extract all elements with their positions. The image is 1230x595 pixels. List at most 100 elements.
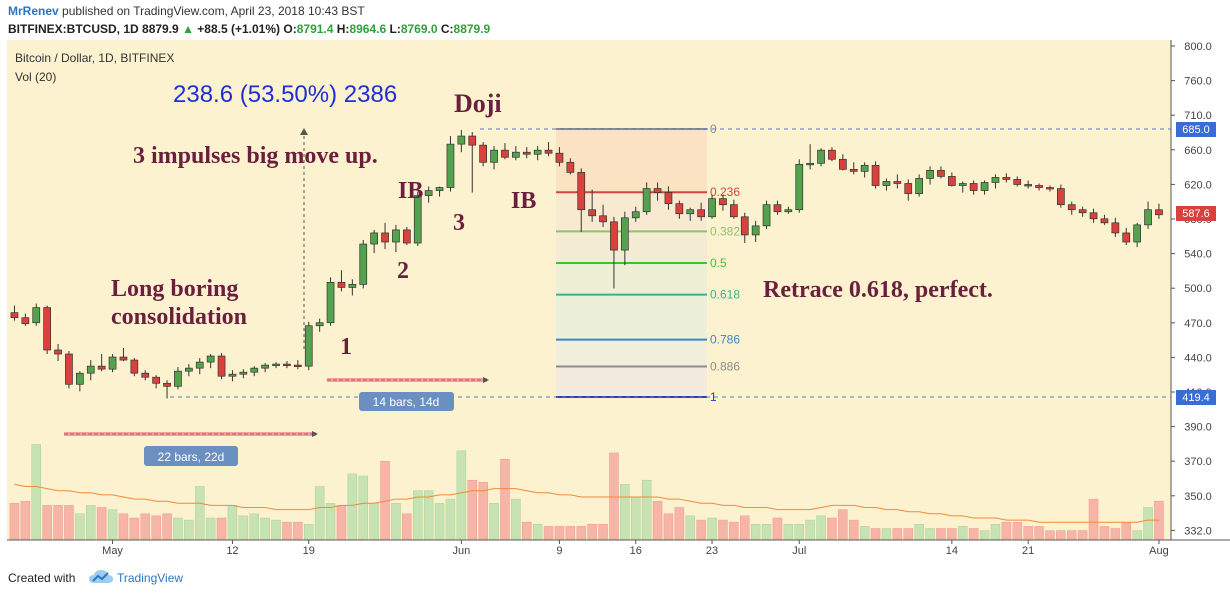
- volume-bar: [620, 484, 630, 540]
- candle-body: [457, 135, 466, 145]
- candle-body: [283, 363, 291, 366]
- candle-body: [511, 151, 520, 158]
- candle-body: [806, 162, 815, 166]
- candle-body: [152, 376, 160, 384]
- volume-bar: [794, 524, 804, 540]
- volume-bar: [129, 517, 140, 540]
- time-tick-label: Aug: [1149, 545, 1169, 557]
- volume-bar: [892, 528, 903, 540]
- price-tick-label: 390.0: [1184, 422, 1212, 434]
- price-tick-label: 350.0: [1184, 491, 1212, 503]
- candle-body: [261, 364, 269, 369]
- volume-bar: [783, 524, 794, 540]
- volume-bar: [598, 524, 608, 540]
- candle-body: [206, 355, 215, 363]
- volume-bars: [9, 444, 1164, 540]
- price-chart[interactable]: Bitcoin / Dollar, 1D, BITFINEX Vol (20) …: [0, 40, 1230, 563]
- volume-bar: [1132, 530, 1142, 540]
- time-tick-label: 16: [630, 545, 642, 557]
- candle-body: [610, 221, 618, 251]
- tradingview-link[interactable]: TradingView: [117, 571, 184, 585]
- volume-bar: [325, 503, 336, 540]
- candle-body: [370, 232, 378, 245]
- volume-bar: [75, 513, 85, 540]
- impulses-label: 3 impulses big move up.: [133, 143, 378, 169]
- candle-body: [915, 178, 924, 194]
- time-tick-label: Jul: [792, 545, 806, 557]
- candle-body: [1024, 184, 1033, 187]
- impulse-2-label: 2: [397, 258, 409, 284]
- candle-body: [729, 204, 738, 218]
- last-price: 8879.9: [142, 22, 179, 36]
- candle-body: [217, 355, 226, 377]
- range-22-badge: [144, 446, 238, 466]
- volume-bar: [674, 507, 685, 540]
- candle-body: [294, 364, 302, 367]
- candle-body: [653, 188, 662, 193]
- publish-line: MrRenev published on TradingView.com, Ap…: [8, 4, 365, 18]
- price-tag-low: [1176, 390, 1216, 405]
- candle-body: [1056, 188, 1065, 206]
- open-label: O:: [283, 22, 297, 36]
- ib-label-2: IB: [511, 188, 536, 214]
- volume-bar: [968, 528, 979, 540]
- author-link[interactable]: MrRenev: [8, 4, 59, 18]
- volume-bar: [990, 524, 1001, 540]
- consolidation-label-line2: consolidation: [111, 304, 247, 330]
- candle-body: [664, 192, 673, 205]
- volume-bar: [903, 528, 913, 540]
- volume-bar: [958, 526, 968, 540]
- volume-bar: [565, 526, 576, 540]
- candle-body: [392, 229, 400, 243]
- fib-band-2: [556, 231, 707, 263]
- price-tag-current-text: 587.6: [1182, 208, 1210, 220]
- symbol-label: BITFINEX:BTCUSD, 1D: [8, 22, 139, 36]
- candle-body: [381, 232, 389, 243]
- volume-bar: [979, 530, 990, 540]
- volume-bar: [532, 524, 543, 540]
- candle-body: [43, 307, 52, 351]
- volume-bar: [936, 528, 946, 540]
- volume-bar: [173, 517, 183, 540]
- candle-body: [501, 149, 509, 158]
- candle-body: [21, 317, 30, 325]
- volume-bar: [1143, 507, 1153, 540]
- candle-body: [1002, 177, 1011, 180]
- volume-bar: [413, 490, 423, 540]
- candle-body: [784, 209, 793, 213]
- price-tick-label: 660.0: [1184, 145, 1212, 157]
- candle-body: [119, 356, 128, 361]
- candle-body: [1078, 209, 1087, 214]
- candle-body: [1111, 222, 1120, 234]
- price-tick-label: 620.0: [1184, 179, 1212, 191]
- volume-bar: [107, 509, 118, 540]
- candle-body: [860, 164, 869, 172]
- publish-info: published on TradingView.com, April 23, …: [62, 4, 365, 18]
- impulse-1-label: 1: [340, 334, 352, 360]
- candle-body: [403, 229, 411, 244]
- candle-body: [893, 181, 902, 184]
- volume-bar: [1099, 526, 1110, 540]
- candle-body: [762, 204, 771, 227]
- volume-bar: [140, 513, 150, 540]
- volume-bar: [631, 496, 641, 540]
- close-label: C:: [440, 22, 454, 36]
- candle-body: [926, 170, 934, 179]
- volume-bar: [1067, 530, 1077, 540]
- volume-bar: [369, 503, 379, 540]
- candle-body: [958, 183, 967, 186]
- time-axis-ticks: May 12 19 Jun 9 16 23 Jul 14 21 Aug: [102, 540, 1169, 557]
- volume-bar: [227, 505, 238, 540]
- volume-bar: [260, 517, 270, 540]
- volume-bar: [1056, 530, 1066, 540]
- candle-body: [239, 371, 248, 375]
- candle-body: [315, 322, 324, 327]
- price-tick-label: 470.0: [1184, 318, 1212, 330]
- volume-bar: [314, 486, 325, 540]
- volume-bar: [391, 503, 401, 540]
- candle-body: [348, 284, 357, 288]
- chart-container[interactable]: Bitcoin / Dollar, 1D, BITFINEX Vol (20) …: [0, 40, 1230, 563]
- candle-body: [250, 367, 259, 373]
- candle-body: [1122, 232, 1131, 243]
- high-label: H:: [336, 22, 350, 36]
